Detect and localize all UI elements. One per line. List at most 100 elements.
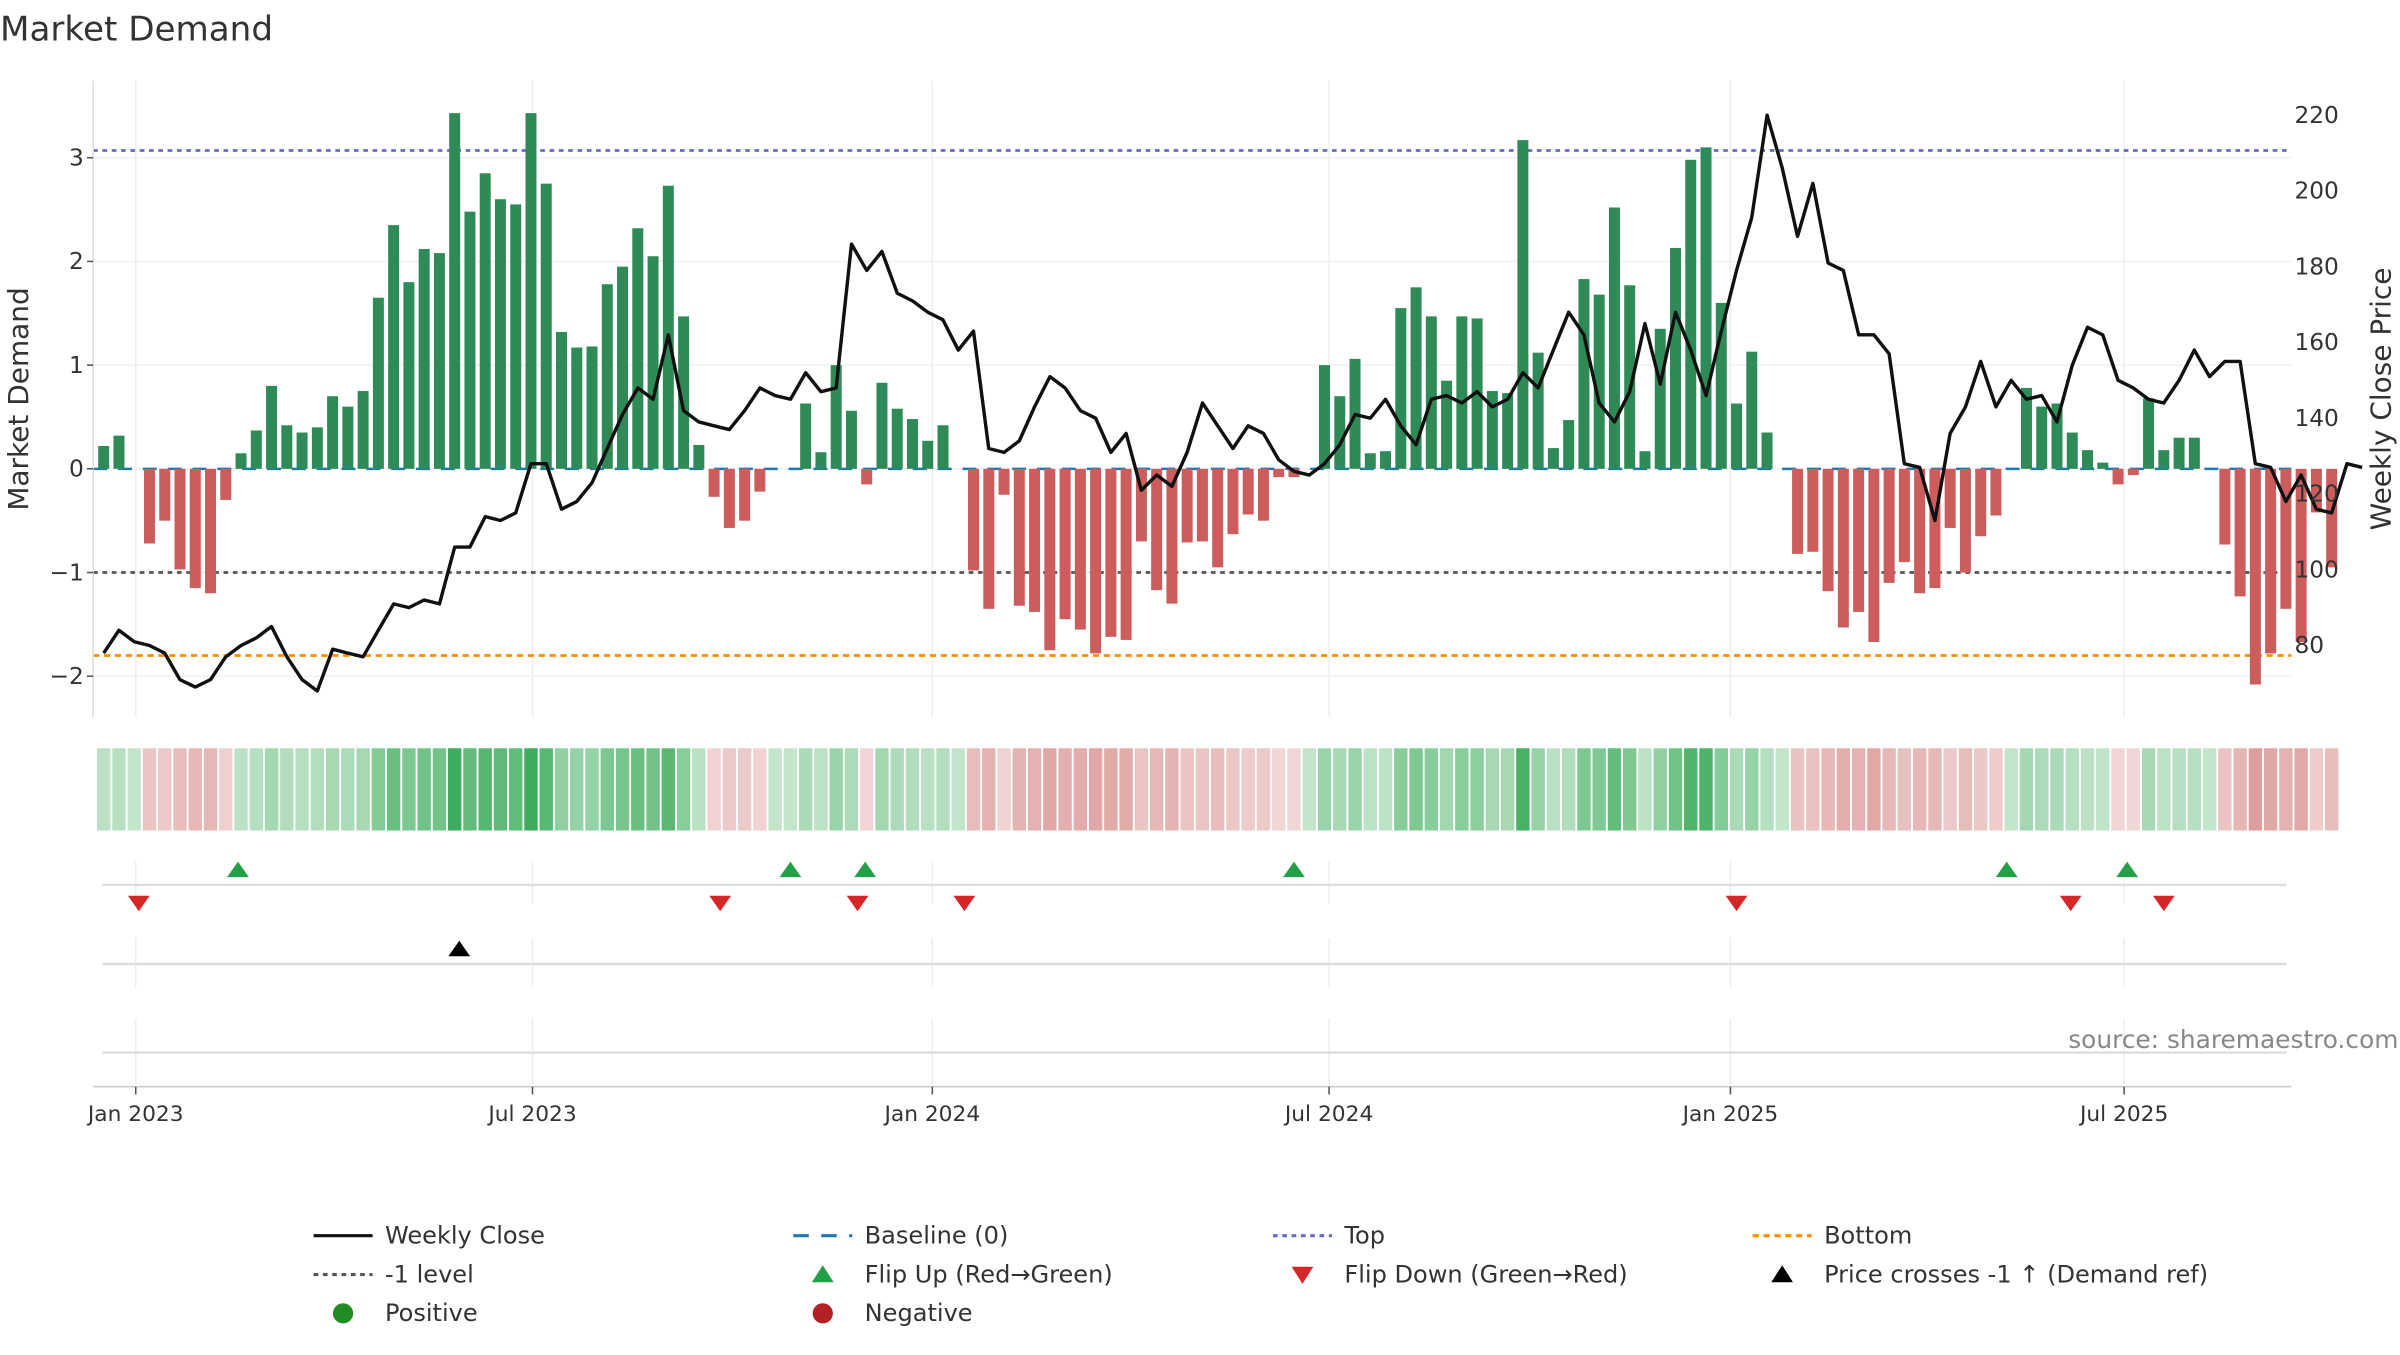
heat-cell bbox=[2141, 748, 2156, 831]
heat-cell bbox=[1531, 748, 1545, 831]
demand-bar-positive bbox=[2036, 406, 2048, 469]
demand-bar-negative bbox=[1120, 468, 1132, 640]
demand-bar-negative bbox=[968, 468, 980, 571]
heat-cell bbox=[1226, 748, 1240, 831]
heat-cell bbox=[1882, 748, 1896, 831]
demand-bar-negative bbox=[1914, 468, 1926, 594]
heat-cell bbox=[798, 748, 813, 831]
x-tick-label: Jul 2023 bbox=[486, 1102, 576, 1127]
heat-cell bbox=[127, 748, 141, 831]
heat-cell bbox=[2248, 748, 2263, 831]
demand-bar-negative bbox=[1944, 468, 1956, 528]
heat-cell bbox=[1897, 748, 1912, 831]
heat-cell bbox=[1302, 748, 1316, 831]
x-tick-label: Jan 2025 bbox=[1681, 1102, 1779, 1127]
heat-cell bbox=[1439, 748, 1454, 831]
demand-bar-negative bbox=[2310, 468, 2322, 513]
legend-flip-up-label: Flip Up (Red→Green) bbox=[865, 1260, 1113, 1288]
heat-cell bbox=[219, 748, 233, 831]
heat-cell bbox=[2172, 748, 2186, 831]
legend-price-cross-swatch bbox=[1771, 1265, 1794, 1283]
demand-bar-positive bbox=[311, 427, 323, 469]
heat-cell bbox=[1470, 748, 1484, 831]
heat-cell bbox=[478, 748, 492, 831]
heat-cell bbox=[463, 748, 477, 831]
y-tick-label: 0 bbox=[69, 456, 84, 483]
heat-cell bbox=[1851, 748, 1866, 831]
y2-tick-label: 100 bbox=[2294, 556, 2338, 583]
demand-bar-positive bbox=[922, 440, 934, 469]
demand-bar-negative bbox=[723, 468, 735, 528]
heat-cell bbox=[1317, 748, 1332, 831]
demand-bar-negative bbox=[1196, 468, 1208, 542]
heat-cell bbox=[493, 748, 508, 831]
axes: −2 −1 0 1 2 3 80 100 120 140 160 180 200 220 Jan 2023 J… bbox=[50, 80, 2339, 1127]
heat-cell bbox=[2035, 748, 2049, 831]
heat-cell bbox=[737, 748, 752, 831]
demand-bar-positive bbox=[1486, 391, 1498, 469]
heat-cell bbox=[707, 748, 721, 831]
heat-cell bbox=[2294, 748, 2308, 831]
demand-bar-positive bbox=[2082, 450, 2094, 469]
demand-bar-positive bbox=[342, 406, 354, 469]
heat-cell bbox=[1424, 748, 1439, 831]
flip-down-marker bbox=[953, 895, 976, 912]
y-tick-label: 3 bbox=[69, 144, 84, 171]
demand-bar-negative bbox=[1257, 468, 1269, 521]
heat-cell bbox=[1394, 748, 1408, 831]
x-tick-label: Jan 2023 bbox=[86, 1102, 184, 1127]
heat-cell bbox=[783, 748, 798, 831]
demand-bar-negative bbox=[1898, 468, 1910, 563]
legend-flip-down-swatch bbox=[1291, 1266, 1314, 1284]
demand-bar-positive bbox=[1364, 453, 1376, 469]
demand-bar-positive bbox=[1395, 308, 1407, 469]
heat-cell bbox=[1043, 748, 1057, 831]
demand-bar-negative bbox=[1883, 468, 1895, 583]
price-cross-marker bbox=[448, 940, 471, 957]
demand-bar-negative bbox=[1105, 468, 1117, 637]
demand-bar-positive bbox=[1563, 420, 1575, 469]
demand-bar-positive bbox=[2020, 387, 2032, 469]
demand-bar-negative bbox=[220, 468, 232, 500]
heat-cell bbox=[1027, 748, 1042, 831]
demand-bar-positive bbox=[906, 419, 918, 469]
heat-cell bbox=[1073, 748, 1088, 831]
demand-bar-positive bbox=[1380, 451, 1392, 469]
heat-cell bbox=[1653, 748, 1667, 831]
event-markers bbox=[127, 861, 2175, 957]
heat-cell bbox=[1500, 748, 1515, 831]
heat-cell bbox=[982, 748, 996, 831]
heat-cell bbox=[875, 748, 889, 831]
demand-bar-positive bbox=[678, 316, 690, 469]
chart-title: Market Demand bbox=[0, 9, 273, 49]
demand-bar-negative bbox=[1990, 468, 2002, 516]
demand-bar-negative bbox=[2265, 468, 2277, 654]
heat-cell bbox=[2080, 748, 2095, 831]
heat-cell bbox=[2096, 748, 2110, 831]
demand-bar-negative bbox=[708, 468, 720, 497]
heat-cell bbox=[951, 748, 965, 831]
heat-cell bbox=[2279, 748, 2293, 831]
heat-cell bbox=[1684, 748, 1698, 831]
legend-price-cross-label: Price crosses -1 ↑ (Demand ref) bbox=[1824, 1260, 2208, 1288]
heat-cell bbox=[1455, 748, 1469, 831]
heat-cell bbox=[1592, 748, 1606, 831]
legend-minus-one-label: -1 level bbox=[385, 1260, 474, 1288]
heat-cell bbox=[1348, 748, 1362, 831]
demand-bar-negative bbox=[2127, 468, 2139, 476]
heat-cell bbox=[2004, 748, 2018, 831]
legend-negative-label: Negative bbox=[865, 1299, 973, 1327]
demand-bar-positive bbox=[632, 228, 644, 469]
heat-cell bbox=[325, 748, 340, 831]
demand-bar-positive bbox=[235, 453, 247, 469]
demand-bar-positive bbox=[830, 365, 842, 469]
demand-bar-positive bbox=[1654, 328, 1666, 469]
demand-bar-positive bbox=[1700, 147, 1712, 469]
heat-cell bbox=[112, 748, 126, 831]
heat-cell bbox=[97, 748, 111, 831]
demand-bar-positive bbox=[113, 435, 125, 469]
demand-bar-negative bbox=[1044, 468, 1056, 651]
heat-cell bbox=[1638, 748, 1652, 831]
y2-tick-label: 220 bbox=[2294, 102, 2338, 129]
